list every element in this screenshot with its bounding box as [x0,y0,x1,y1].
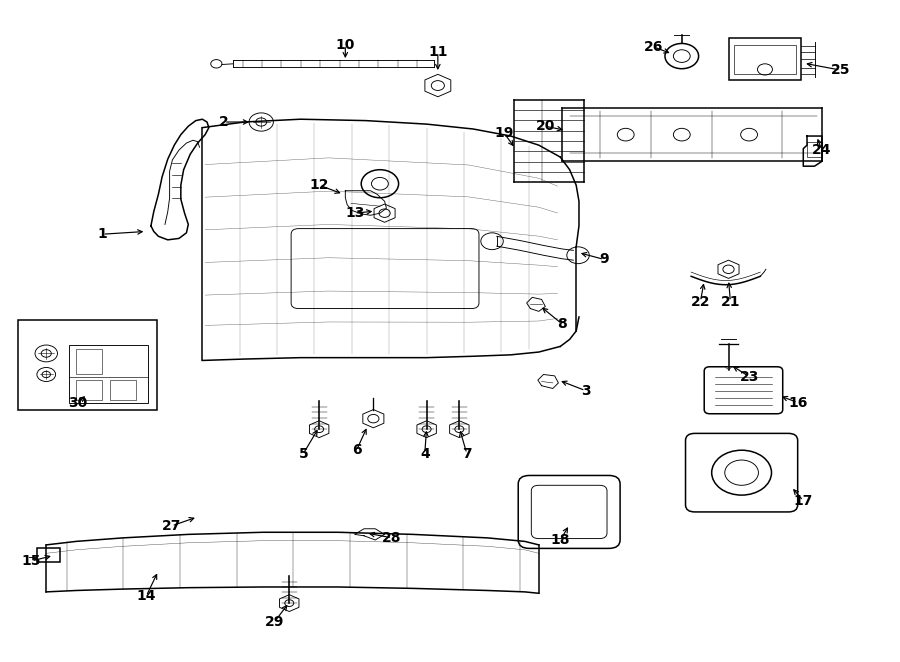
Bar [734,45,796,74]
Text: 15: 15 [22,554,41,568]
Bar [110,380,136,400]
Text: 12: 12 [310,178,328,192]
Text: 7: 7 [462,447,472,461]
Text: 23: 23 [740,369,759,383]
Text: 20: 20 [536,119,555,133]
Text: 24: 24 [812,143,832,157]
Text: 29: 29 [265,615,284,629]
Text: 5: 5 [299,447,308,461]
Text: 6: 6 [352,444,362,457]
Text: 16: 16 [788,395,807,410]
Text: 4: 4 [420,447,429,461]
Bar [76,380,103,400]
Text: 22: 22 [690,295,710,308]
Text: 17: 17 [794,494,813,508]
Text: 14: 14 [137,589,156,603]
Bar [37,548,60,563]
Bar [76,350,103,375]
Text: 27: 27 [162,519,181,533]
Text: 2: 2 [219,115,229,129]
Text: 3: 3 [580,383,590,398]
Text: 28: 28 [382,531,401,545]
Text: 21: 21 [721,295,740,308]
Text: 30: 30 [68,395,87,410]
Bar [807,142,822,157]
Text: 13: 13 [345,206,364,220]
Text: 18: 18 [551,533,570,547]
Text: 8: 8 [557,317,567,331]
Bar [728,38,801,80]
Text: 9: 9 [599,252,609,267]
Text: 26: 26 [644,40,663,54]
Text: 25: 25 [831,63,850,77]
Text: 1: 1 [97,227,107,241]
Text: 10: 10 [336,38,355,52]
Text: 19: 19 [494,126,514,140]
Bar [68,345,148,402]
Text: 11: 11 [428,45,447,59]
Bar [18,320,157,410]
